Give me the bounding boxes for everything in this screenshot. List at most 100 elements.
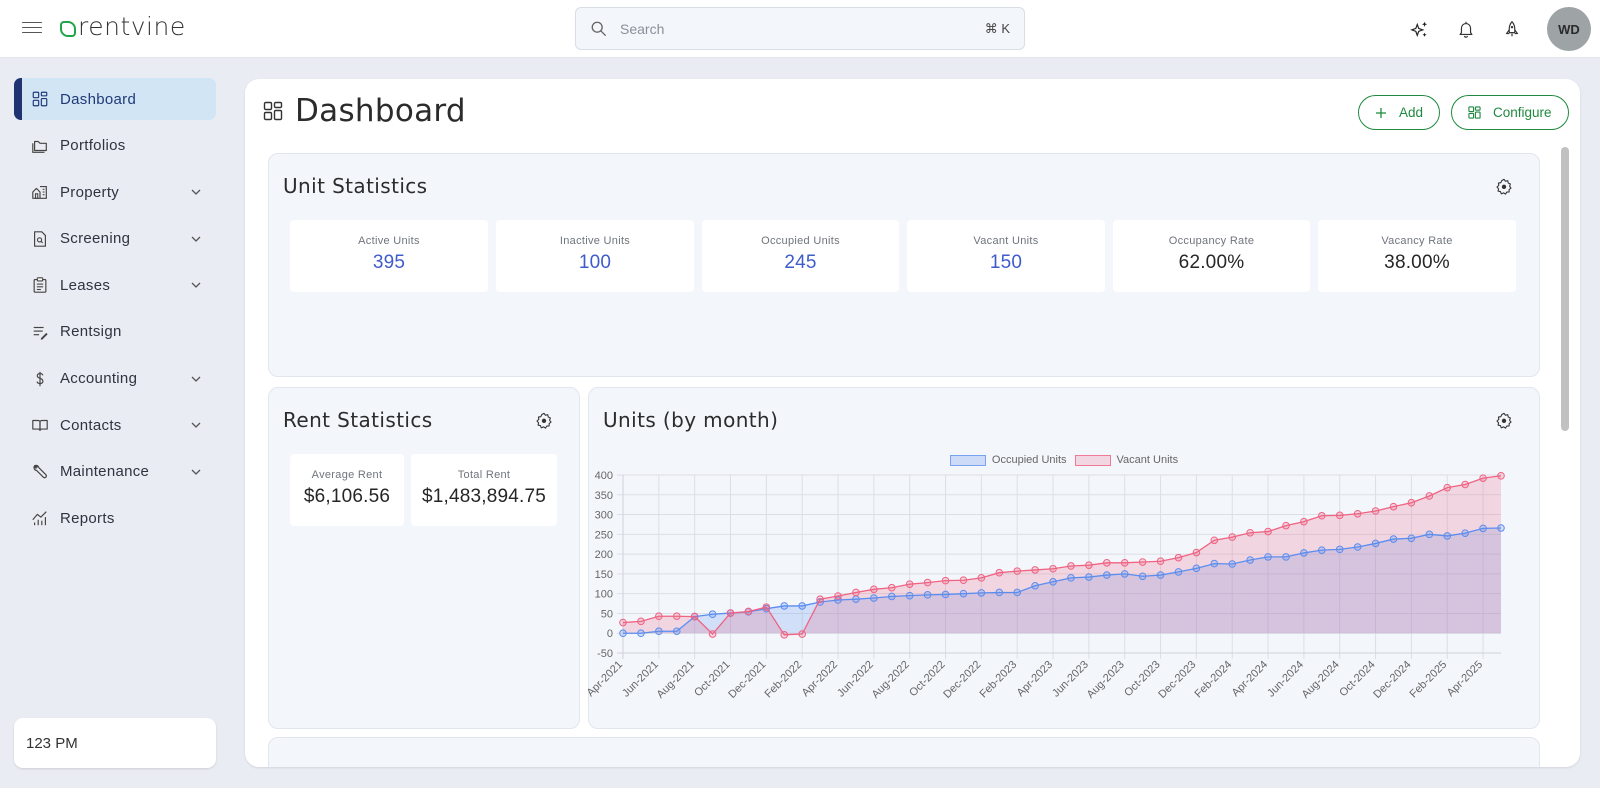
dashboard-grid-icon: [1468, 106, 1481, 119]
stat-value: 150: [989, 252, 1023, 273]
point-vacant: [762, 603, 771, 611]
point-occupied: [1443, 532, 1452, 540]
point-vacant: [1443, 483, 1452, 492]
page-title: Dashboard: [263, 93, 466, 129]
gear-icon[interactable]: [1495, 178, 1513, 196]
point-occupied: [1013, 588, 1022, 597]
menu-toggle-icon[interactable]: [22, 18, 42, 38]
rocket-icon[interactable]: [1501, 18, 1523, 40]
point-vacant: [1085, 561, 1093, 569]
sign-pen-icon: [30, 322, 50, 342]
point-vacant: [726, 609, 735, 617]
x-tick-label: Feb-2022: [763, 659, 805, 701]
sidebar-item-reports[interactable]: Reports: [14, 497, 216, 539]
point-vacant: [995, 568, 1004, 577]
units-line-chart: -50050100150200250300350400Apr-2021Jun-2…: [585, 470, 1505, 701]
add-button[interactable]: Add: [1358, 95, 1441, 130]
sidebar-item-label: Contacts: [60, 416, 122, 434]
sidebar-item-portfolios[interactable]: Portfolios: [14, 125, 216, 167]
y-tick-label: -50: [597, 648, 613, 660]
chart-icon: [30, 508, 50, 528]
point-occupied: [941, 590, 950, 599]
gear-icon[interactable]: [535, 412, 553, 430]
configure-button-label: Configure: [1493, 105, 1552, 120]
point-occupied: [1210, 559, 1219, 568]
stat-label: Inactive Units: [559, 235, 631, 247]
point-vacant: [1031, 566, 1039, 574]
x-tick-label: Apr-2022: [800, 659, 840, 699]
x-tick-label: Aug-2024: [1300, 659, 1342, 701]
x-tick-label: Apr-2024: [1230, 659, 1270, 699]
main-panel: Dashboard Add Configure Unit Statistics …: [245, 79, 1580, 767]
sidebar-item-property[interactable]: Property: [14, 171, 216, 213]
stat-value: 395: [372, 252, 406, 273]
sidebar-item-contacts[interactable]: Contacts: [14, 404, 216, 446]
point-occupied: [655, 627, 663, 636]
stat-card: Occupancy Rate 62.00%: [1113, 220, 1310, 292]
units-by-month-widget: Units (by month) Occupied Units Vacant U…: [585, 387, 1540, 729]
x-tick-label: Feb-2025: [1408, 659, 1450, 701]
search-placeholder: Search: [620, 20, 665, 37]
sidebar-item-accounting[interactable]: Accounting: [14, 358, 216, 400]
gear-icon[interactable]: [1495, 412, 1513, 430]
dashboard-grid-icon: [30, 89, 50, 109]
sparkle-icon[interactable]: [1409, 18, 1431, 40]
user-avatar[interactable]: WD: [1547, 7, 1591, 51]
chevron-down-icon: [191, 189, 201, 196]
stat-label: Vacant Units: [973, 235, 1039, 247]
clipboard-icon: [30, 275, 50, 295]
search-input[interactable]: Search ⌘ K: [575, 7, 1025, 50]
legend-item-occupied[interactable]: Occupied Units: [949, 454, 1067, 466]
point-vacant: [1192, 548, 1201, 557]
point-occupied: [1461, 529, 1469, 537]
x-tick-label: Apr-2025: [1445, 659, 1485, 699]
point-occupied: [619, 629, 627, 638]
point-vacant: [1300, 517, 1308, 526]
stat-card: Inactive Units 100: [496, 220, 694, 292]
dashboard-grid-icon: [263, 101, 283, 121]
search-shortcut: ⌘ K: [984, 20, 1010, 36]
bell-icon[interactable]: [1455, 18, 1477, 40]
point-vacant: [1049, 564, 1057, 573]
stat-label: Average Rent: [311, 469, 383, 481]
main-scrollbar[interactable]: [1561, 147, 1569, 431]
y-tick-label: 250: [595, 529, 613, 541]
point-vacant: [1461, 480, 1469, 489]
point-vacant: [1497, 471, 1505, 480]
point-vacant: [708, 630, 717, 638]
point-occupied: [1085, 573, 1093, 581]
widget-title: Units (by month): [603, 408, 779, 432]
point-vacant: [1228, 533, 1237, 541]
sidebar-item-label: Screening: [60, 230, 131, 248]
point-occupied: [1497, 524, 1505, 532]
sidebar-item-leases[interactable]: Leases: [14, 264, 216, 306]
legend-item-vacant[interactable]: Vacant Units: [1074, 454, 1179, 466]
point-vacant: [744, 607, 753, 616]
point-occupied: [1246, 556, 1254, 564]
wrench-icon: [30, 462, 50, 482]
sidebar-item-screening[interactable]: Screening: [14, 218, 216, 260]
sidebar-item-maintenance[interactable]: Maintenance: [14, 451, 216, 493]
sidebar-item-dashboard[interactable]: Dashboard: [14, 78, 216, 120]
point-vacant: [816, 595, 824, 604]
point-occupied: [995, 588, 1004, 597]
sidebar-item-rentsign[interactable]: Rentsign: [14, 311, 216, 353]
chevron-down-icon: [191, 422, 201, 429]
point-occupied: [1479, 524, 1487, 533]
legend-label: Vacant Units: [1116, 454, 1179, 466]
point-vacant: [852, 588, 860, 597]
point-vacant: [1156, 557, 1165, 566]
point-occupied: [708, 610, 717, 619]
x-tick-label: Dec-2022: [941, 659, 983, 701]
point-vacant: [1013, 567, 1022, 575]
stat-value: $6,106.56: [303, 486, 391, 507]
configure-button[interactable]: Configure: [1451, 95, 1569, 130]
brand-logo[interactable]: rentvine: [60, 12, 186, 41]
chart-legend: Occupied Units Vacant Units: [589, 454, 1539, 466]
point-vacant: [1246, 528, 1254, 537]
point-occupied: [1138, 572, 1147, 581]
folder-icon: [30, 136, 50, 156]
brand-name: rentvine: [78, 12, 186, 41]
stat-value: 62.00%: [1178, 252, 1245, 273]
point-occupied: [977, 589, 986, 597]
